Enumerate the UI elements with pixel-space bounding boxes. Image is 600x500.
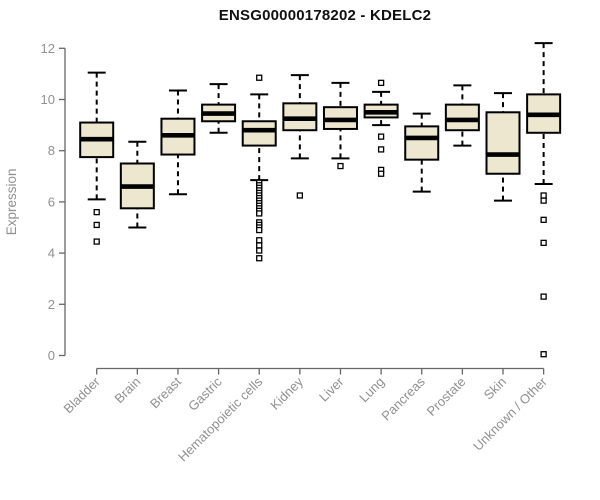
outlier-point <box>540 293 547 300</box>
box-pancreas <box>404 112 440 193</box>
box-skin <box>485 92 521 202</box>
box-bladder <box>79 71 115 245</box>
x-tick-label: Brain <box>111 374 143 406</box>
outlier-point <box>540 216 547 223</box>
box-brain <box>119 140 155 229</box>
outlier-point <box>256 74 263 81</box>
y-tick-label: 8 <box>48 143 55 158</box>
y-tick-label: 0 <box>48 348 55 363</box>
outlier-point <box>256 242 263 249</box>
y-tick-label: 10 <box>41 92 55 107</box>
iqr-box <box>404 125 440 161</box>
outlier-point <box>256 247 263 254</box>
y-tick-label: 2 <box>48 297 55 312</box>
x-tick-label: Lung <box>356 374 387 405</box>
box-unknown-other <box>526 42 562 358</box>
outlier-point <box>377 79 385 87</box>
x-tick-label: Prostate <box>424 374 469 419</box>
iqr-box <box>444 103 480 132</box>
y-tick-label: 12 <box>41 41 55 56</box>
outlier-point <box>93 208 100 216</box>
outlier-point <box>540 197 547 204</box>
box-breast <box>160 89 196 196</box>
y-tick-label: 4 <box>48 246 55 261</box>
x-tick-label: Breast <box>147 374 184 411</box>
outlier-point <box>337 162 344 170</box>
iqr-box <box>485 111 521 175</box>
x-tick-label: Skin <box>481 374 509 402</box>
x-tick-label: Gastric <box>185 374 225 414</box>
iqr-box <box>241 120 277 147</box>
box-liver <box>322 81 358 170</box>
box-prostate <box>444 84 480 147</box>
box-lung <box>363 79 399 177</box>
outlier-point <box>256 210 263 217</box>
x-tick-label: Kidney <box>267 374 306 413</box>
y-axis-title: Expression <box>4 169 19 236</box>
x-tick-label: Unknown / Other <box>470 374 550 454</box>
outlier-point <box>93 221 100 229</box>
outlier-point <box>296 192 304 199</box>
x-tick-label: Liver <box>316 374 347 405</box>
outlier-point <box>377 133 385 140</box>
outlier-point <box>256 255 263 262</box>
box-gastric <box>201 83 237 134</box>
chart-title: ENSG00000178202 - KDELC2 <box>218 7 432 24</box>
y-axis: 0 2 4 6 8 10 12 <box>41 41 66 363</box>
outlier-point <box>540 192 547 199</box>
box-kidney <box>282 74 318 199</box>
outlier-point <box>540 351 547 358</box>
outlier-point <box>256 237 263 244</box>
outlier-point <box>93 238 100 245</box>
outlier-point <box>256 226 263 234</box>
outlier-point <box>540 239 547 247</box>
box-hematopoietic-cells <box>241 74 277 262</box>
outlier-point <box>377 170 385 177</box>
x-tick-label: Bladder <box>61 374 104 417</box>
outlier-point <box>377 146 385 153</box>
y-tick-label: 6 <box>48 194 55 209</box>
x-tick-label: Pancreas <box>378 374 428 424</box>
